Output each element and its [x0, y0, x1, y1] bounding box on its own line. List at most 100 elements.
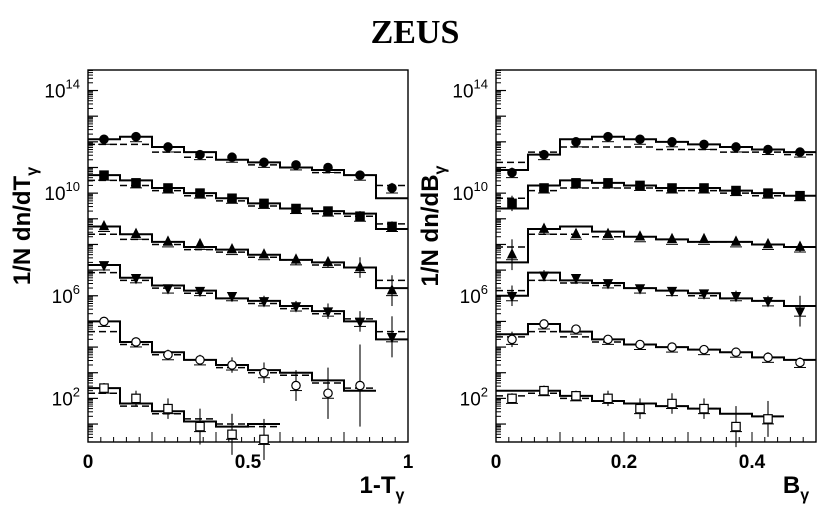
square-marker [667, 398, 677, 409]
circle-marker [667, 342, 677, 352]
y-tick-label: 1010 [44, 179, 80, 205]
triangle-up-marker [130, 227, 142, 238]
square-marker [355, 211, 365, 222]
triangle-up-marker [794, 240, 806, 251]
triangle-up-marker [322, 255, 334, 267]
circle-marker [507, 167, 517, 178]
circle-marker [507, 334, 517, 345]
triangle-down-marker [290, 302, 302, 313]
model-histogram-solid [496, 135, 816, 172]
y-tick-label: 106 [460, 282, 488, 308]
triangle-down-marker [698, 289, 710, 300]
triangle-down-marker [602, 279, 614, 290]
circle-marker [699, 139, 709, 150]
square-marker [507, 198, 517, 209]
square-marker [195, 188, 205, 198]
y-tick-label: 1014 [44, 77, 80, 103]
figure-title: ZEUS [370, 14, 460, 51]
square-marker [323, 206, 333, 216]
model-histogram-solid [88, 135, 408, 200]
circle-marker [699, 344, 709, 355]
triangle-down-marker [666, 286, 678, 298]
circle-marker [387, 183, 397, 193]
data-series [496, 131, 816, 179]
circle-marker [731, 347, 741, 358]
circle-marker [99, 134, 109, 145]
circle-marker [99, 316, 109, 327]
triangle-down-marker [322, 307, 334, 318]
data-series [88, 170, 408, 232]
y-tick-label: 102 [52, 384, 80, 410]
circle-marker [355, 380, 365, 391]
square-marker [259, 434, 269, 445]
circle-marker [259, 157, 269, 168]
triangle-down-marker [386, 333, 398, 344]
model-histogram-solid [496, 322, 816, 361]
square-marker [571, 391, 581, 401]
triangle-down-marker [98, 261, 110, 272]
circle-marker [291, 380, 301, 391]
square-marker [507, 393, 517, 404]
circle-marker [763, 144, 773, 155]
x-tick-label: 1 [403, 452, 414, 473]
data-series [88, 261, 408, 358]
square-marker [539, 385, 549, 396]
square-marker [131, 393, 141, 404]
triangle-down-marker [634, 284, 646, 295]
triangle-up-marker [386, 284, 398, 295]
data-series [496, 178, 816, 212]
square-marker [795, 190, 805, 201]
square-marker [163, 183, 173, 193]
circle-marker [323, 162, 333, 173]
model-histogram-solid [88, 174, 408, 231]
square-marker [539, 183, 549, 193]
triangle-down-marker [762, 297, 774, 308]
data-series [496, 270, 816, 327]
model-histogram-solid [88, 320, 376, 392]
data-series [88, 316, 376, 427]
square-marker [603, 393, 613, 404]
square-marker [571, 178, 581, 188]
square-marker [763, 414, 773, 424]
broadening-panel: 102 106 1010 1014 0 0.2 0.4 Bγ 1/N dn/dBγ [417, 69, 817, 504]
circle-marker [795, 147, 805, 157]
triangle-up-marker [506, 248, 518, 259]
x-tick-label: 0.2 [611, 452, 637, 473]
triangle-down-marker [794, 307, 806, 318]
triangle-up-marker [194, 237, 206, 249]
square-marker [99, 383, 109, 393]
triangle-down-marker [194, 286, 206, 298]
x-tick-label: 0 [83, 452, 94, 473]
square-marker [259, 198, 269, 209]
triangle-up-marker [698, 232, 710, 244]
y-tick-label: 1014 [452, 77, 488, 103]
circle-marker [603, 334, 613, 345]
circle-marker [323, 388, 333, 399]
triangle-up-marker [634, 230, 646, 241]
circle-marker [163, 349, 173, 360]
circle-marker [539, 149, 549, 160]
circle-marker [539, 319, 549, 329]
circle-marker [635, 339, 645, 350]
data-series [496, 385, 784, 448]
circle-marker [763, 352, 773, 363]
square-marker [227, 429, 237, 440]
square-marker [227, 193, 237, 204]
triangle-down-marker [506, 291, 518, 303]
thrust-panel: 102 106 1010 1014 0 0.5 11-Tγ 1/N dn/dTγ [9, 69, 414, 504]
square-marker [731, 421, 741, 432]
square-marker [635, 180, 645, 191]
plot-frame [87, 69, 409, 443]
x-axis-label: Bγ [783, 472, 809, 504]
triangle-down-marker [570, 274, 582, 285]
triangle-up-marker [354, 261, 366, 272]
triangle-down-marker [258, 297, 270, 308]
data-series [496, 222, 816, 271]
circle-marker [291, 160, 301, 170]
circle-marker [163, 142, 173, 152]
y-tick-label: 106 [52, 282, 80, 308]
circle-marker [195, 149, 205, 160]
model-histogram-solid [88, 225, 408, 290]
square-marker [699, 403, 709, 414]
data-series [88, 131, 408, 200]
